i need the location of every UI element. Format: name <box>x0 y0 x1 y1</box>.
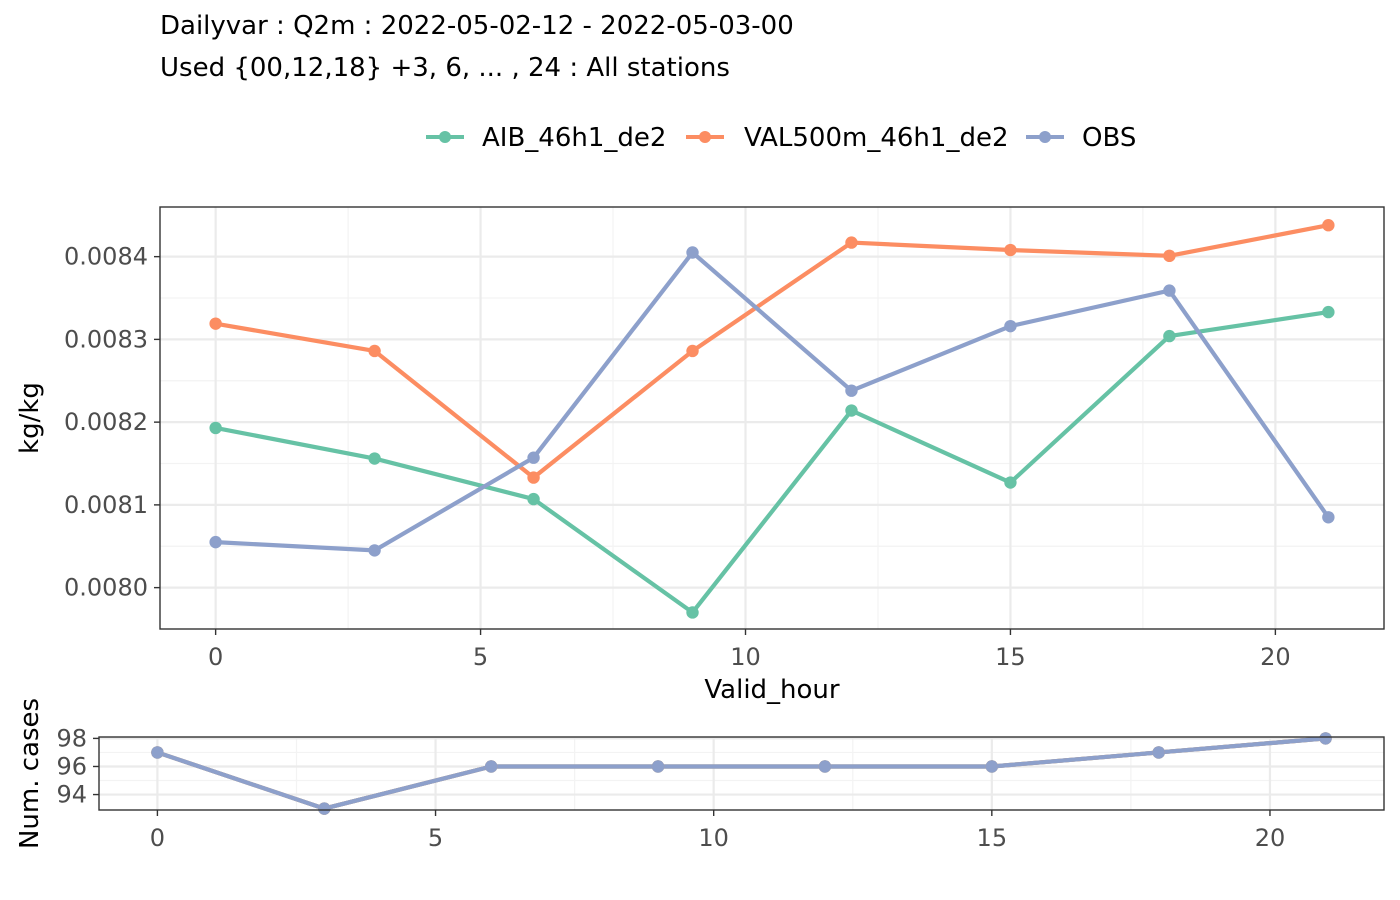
y-axis-title: kg/kg <box>15 382 45 454</box>
data-point-series-1 <box>1163 249 1176 263</box>
data-point-series-2 <box>1163 284 1176 297</box>
data-point-series-1 <box>1004 243 1017 257</box>
panel-border <box>98 736 1385 811</box>
x-tick-label: 20 <box>1260 643 1291 671</box>
legend-swatch-point <box>439 131 451 143</box>
legend-label: OBS <box>1082 123 1136 153</box>
legend-item-obs: OBS <box>1026 123 1136 153</box>
y-tick-label: 96 <box>56 752 87 780</box>
legend: AIB_46h1_de2 VAL500m_46h1_de2 OBS <box>426 123 1136 153</box>
x-tick-label: 0 <box>208 643 223 671</box>
chart-subtitle: Used {00,12,18} +3, 6, ... , 24 : All st… <box>160 53 730 83</box>
data-point-series-2 <box>845 384 858 397</box>
main-plot-panel: 0 5 10 15 20 0.0080 0.0081 0.0082 0.0083 0.0084 Va… <box>15 206 1385 705</box>
x-tick-label: 5 <box>428 824 443 852</box>
data-point-series-2 <box>151 746 164 759</box>
x-tick-label: 5 <box>473 643 488 671</box>
series-line-2 <box>155 736 1328 811</box>
data-point-series-1 <box>368 344 381 358</box>
x-tick-label: 0 <box>150 824 165 852</box>
y-axis-title: Num. cases <box>15 698 45 849</box>
data-point-series-0 <box>1322 305 1335 319</box>
data-point-series-2 <box>1004 319 1017 333</box>
legend-swatch-point <box>699 131 711 143</box>
chart-title: Dailyvar : Q2m : 2022-05-02-12 - 2022-05… <box>160 11 794 41</box>
data-point-series-2 <box>527 451 540 464</box>
y-tick-label: 0.0084 <box>64 243 148 271</box>
data-point-series-2 <box>484 760 498 773</box>
data-point-series-0 <box>209 421 222 435</box>
legend-label: AIB_46h1_de2 <box>482 123 666 153</box>
x-tick-label: 10 <box>698 824 729 852</box>
data-point-series-1 <box>686 344 699 358</box>
y-tick-label: 94 <box>56 781 87 809</box>
x-tick-label: 10 <box>730 643 761 671</box>
legend-swatch-point <box>1039 131 1051 143</box>
y-tick-label: 0.0082 <box>64 408 148 436</box>
x-tick-label: 15 <box>977 824 1008 852</box>
series-line-1 <box>213 223 1331 480</box>
data-point-series-0 <box>1163 329 1176 343</box>
data-point-series-2 <box>686 246 699 259</box>
series-line-0 <box>213 309 1331 615</box>
data-point-series-2 <box>209 535 222 549</box>
legend-label: VAL500m_46h1_de2 <box>744 123 1009 153</box>
x-tick-label: 20 <box>1255 824 1286 852</box>
data-point-series-1 <box>527 471 540 484</box>
data-point-series-1 <box>845 236 858 249</box>
x-tick-label: 15 <box>995 643 1026 671</box>
series-line-2 <box>213 250 1331 553</box>
data-point-series-2 <box>985 760 999 773</box>
data-point-series-0 <box>368 452 381 465</box>
data-point-series-0 <box>686 606 699 619</box>
x-axis-title: Valid_hour <box>704 675 840 705</box>
y-tick-label: 98 <box>56 724 87 752</box>
legend-item-val500m: VAL500m_46h1_de2 <box>686 123 1009 153</box>
data-point-series-2 <box>1322 511 1335 524</box>
data-point-series-2 <box>818 760 832 773</box>
data-point-series-2 <box>651 760 665 773</box>
data-point-series-2 <box>1152 746 1165 759</box>
y-tick-label: 0.0080 <box>64 574 148 602</box>
y-tick-label: 0.0083 <box>64 325 148 353</box>
data-point-series-0 <box>1004 476 1017 489</box>
data-point-series-1 <box>209 317 222 330</box>
y-tick-label: 0.0081 <box>64 491 148 519</box>
plot-background <box>99 737 1384 810</box>
data-point-series-0 <box>527 492 540 506</box>
data-point-series-1 <box>1322 219 1335 232</box>
panel-border <box>159 206 1385 630</box>
data-point-series-2 <box>368 544 381 557</box>
data-point-series-2 <box>318 802 331 815</box>
data-point-series-0 <box>845 404 858 417</box>
plot-background <box>160 207 1384 629</box>
data-point-series-2 <box>1319 732 1332 745</box>
legend-item-aib: AIB_46h1_de2 <box>426 123 666 153</box>
